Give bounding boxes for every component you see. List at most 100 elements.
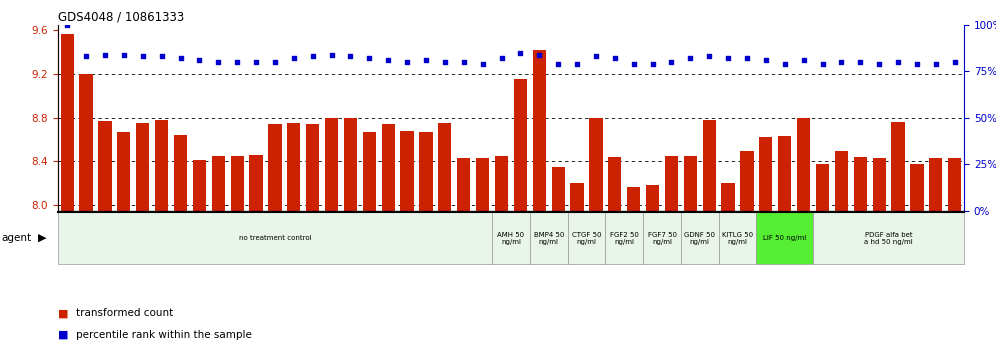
Bar [249,155,263,354]
Bar [174,135,187,354]
Point [796,57,812,63]
Bar [646,185,659,354]
Text: GDNF 50
ng/ml: GDNF 50 ng/ml [684,232,715,245]
Bar [80,74,93,354]
Text: percentile rank within the sample: percentile rank within the sample [76,330,252,339]
Bar [813,212,964,264]
Point [286,55,302,61]
Text: ▶: ▶ [38,233,47,243]
Point [437,59,453,65]
Point [172,55,188,61]
Point [418,57,434,63]
Point [701,53,717,59]
Point [777,61,793,67]
Bar [721,183,735,354]
Bar [910,164,923,354]
Point [758,57,774,63]
Point [343,53,359,59]
Point [456,59,472,65]
Bar [457,158,470,354]
Text: agent: agent [1,233,31,243]
Bar [419,132,432,354]
Point [267,59,283,65]
Bar [929,158,942,354]
Point [853,59,869,65]
Bar [492,212,530,264]
Text: PDGF alfa bet
a hd 50 ng/ml: PDGF alfa bet a hd 50 ng/ml [865,232,913,245]
Bar [854,157,867,354]
Bar [778,136,792,354]
Point [475,61,491,67]
Bar [118,132,130,354]
Bar [665,156,678,354]
Text: BMP4 50
ng/ml: BMP4 50 ng/ml [534,232,564,245]
Bar [872,158,885,354]
Text: FGF2 50
ng/ml: FGF2 50 ng/ml [610,232,638,245]
Bar [400,131,413,354]
Point [399,59,415,65]
Point [569,61,585,67]
Point [380,57,396,63]
Bar [193,160,206,354]
Text: GDS4048 / 10861333: GDS4048 / 10861333 [58,11,184,24]
Bar [476,158,489,354]
Bar [363,132,375,354]
Point [550,61,566,67]
Bar [61,34,74,354]
Point [947,59,963,65]
Bar [58,212,492,264]
Point [78,53,94,59]
Point [909,61,925,67]
Text: no treatment control: no treatment control [239,235,311,241]
Point [834,59,850,65]
Bar [287,123,301,354]
Text: CTGF 50
ng/ml: CTGF 50 ng/ml [572,232,602,245]
Text: AMH 50
ng/ml: AMH 50 ng/ml [497,232,525,245]
Bar [681,212,719,264]
Bar [756,212,813,264]
Bar [99,121,112,354]
Bar [552,167,565,354]
Bar [530,212,568,264]
Bar [514,79,527,354]
Point [588,53,604,59]
Point [682,55,698,61]
Text: LIF 50 ng/ml: LIF 50 ng/ml [763,235,807,241]
Bar [891,122,904,354]
Point [97,52,113,57]
Bar [533,50,546,354]
Text: ■: ■ [58,330,69,339]
Bar [325,118,339,354]
Point [210,59,226,65]
Point [494,55,510,61]
Bar [606,212,643,264]
Bar [155,120,168,354]
Bar [438,123,451,354]
Point [59,22,75,28]
Text: transformed count: transformed count [76,308,173,318]
Text: KITLG 50
ng/ml: KITLG 50 ng/ml [722,232,753,245]
Bar [344,118,357,354]
Bar [816,164,829,354]
Point [191,57,207,63]
Bar [740,150,754,354]
Bar [609,157,622,354]
Bar [835,150,848,354]
Bar [136,123,149,354]
Point [739,55,755,61]
Point [531,52,547,57]
Text: ■: ■ [58,308,69,318]
Point [229,59,245,65]
Point [153,53,169,59]
Bar [590,118,603,354]
Bar [268,124,282,354]
Bar [643,212,681,264]
Point [872,61,887,67]
Point [134,53,150,59]
Point [248,59,264,65]
Bar [568,212,606,264]
Point [362,55,377,61]
Bar [571,183,584,354]
Bar [719,212,756,264]
Bar [306,124,320,354]
